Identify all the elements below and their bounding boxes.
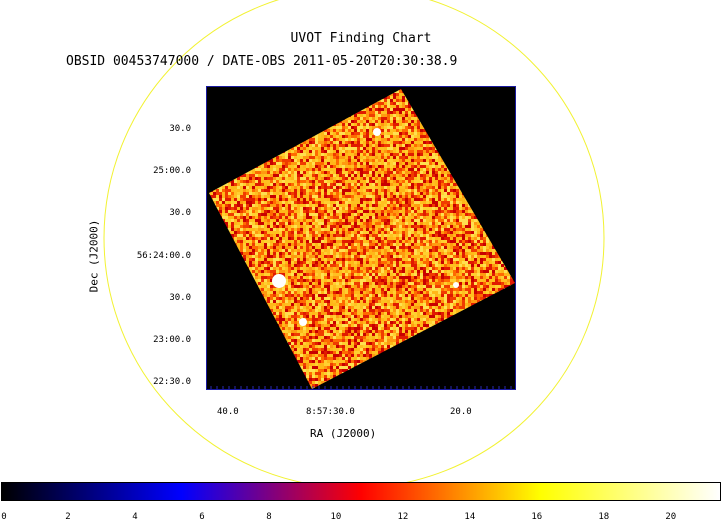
- exposure-region: [207, 87, 515, 389]
- y-tick-label: 23:00.0: [153, 335, 191, 345]
- x-tick-label: 8:57:30.0: [306, 407, 355, 417]
- y-tick-label: 25:00.0: [153, 166, 191, 176]
- y-tick-label: 30.0: [169, 124, 191, 134]
- bright-source: [373, 128, 381, 136]
- colorbar: [1, 482, 721, 501]
- y-tick-label: 56:24:00.0: [137, 251, 191, 261]
- x-axis-label: RA (J2000): [310, 427, 376, 440]
- y-tick-label: 30.0: [169, 208, 191, 218]
- y-axis-label: Dec (J2000): [88, 220, 101, 293]
- x-tick-label: 40.0: [217, 407, 239, 417]
- sky-image: [207, 87, 515, 389]
- image-plot-area: [206, 86, 516, 390]
- y-tick-label: 22:30.0: [153, 377, 191, 387]
- chart-title: UVOT Finding Chart: [0, 31, 722, 46]
- bright-source: [259, 115, 263, 119]
- bright-source: [453, 282, 459, 288]
- y-tick-label: 30.0: [169, 293, 191, 303]
- x-tick-label: 20.0: [450, 407, 472, 417]
- bright-source: [272, 274, 286, 288]
- bright-source: [299, 318, 307, 326]
- chart-subtitle: OBSID 00453747000 / DATE-OBS 2011-05-20T…: [66, 54, 457, 69]
